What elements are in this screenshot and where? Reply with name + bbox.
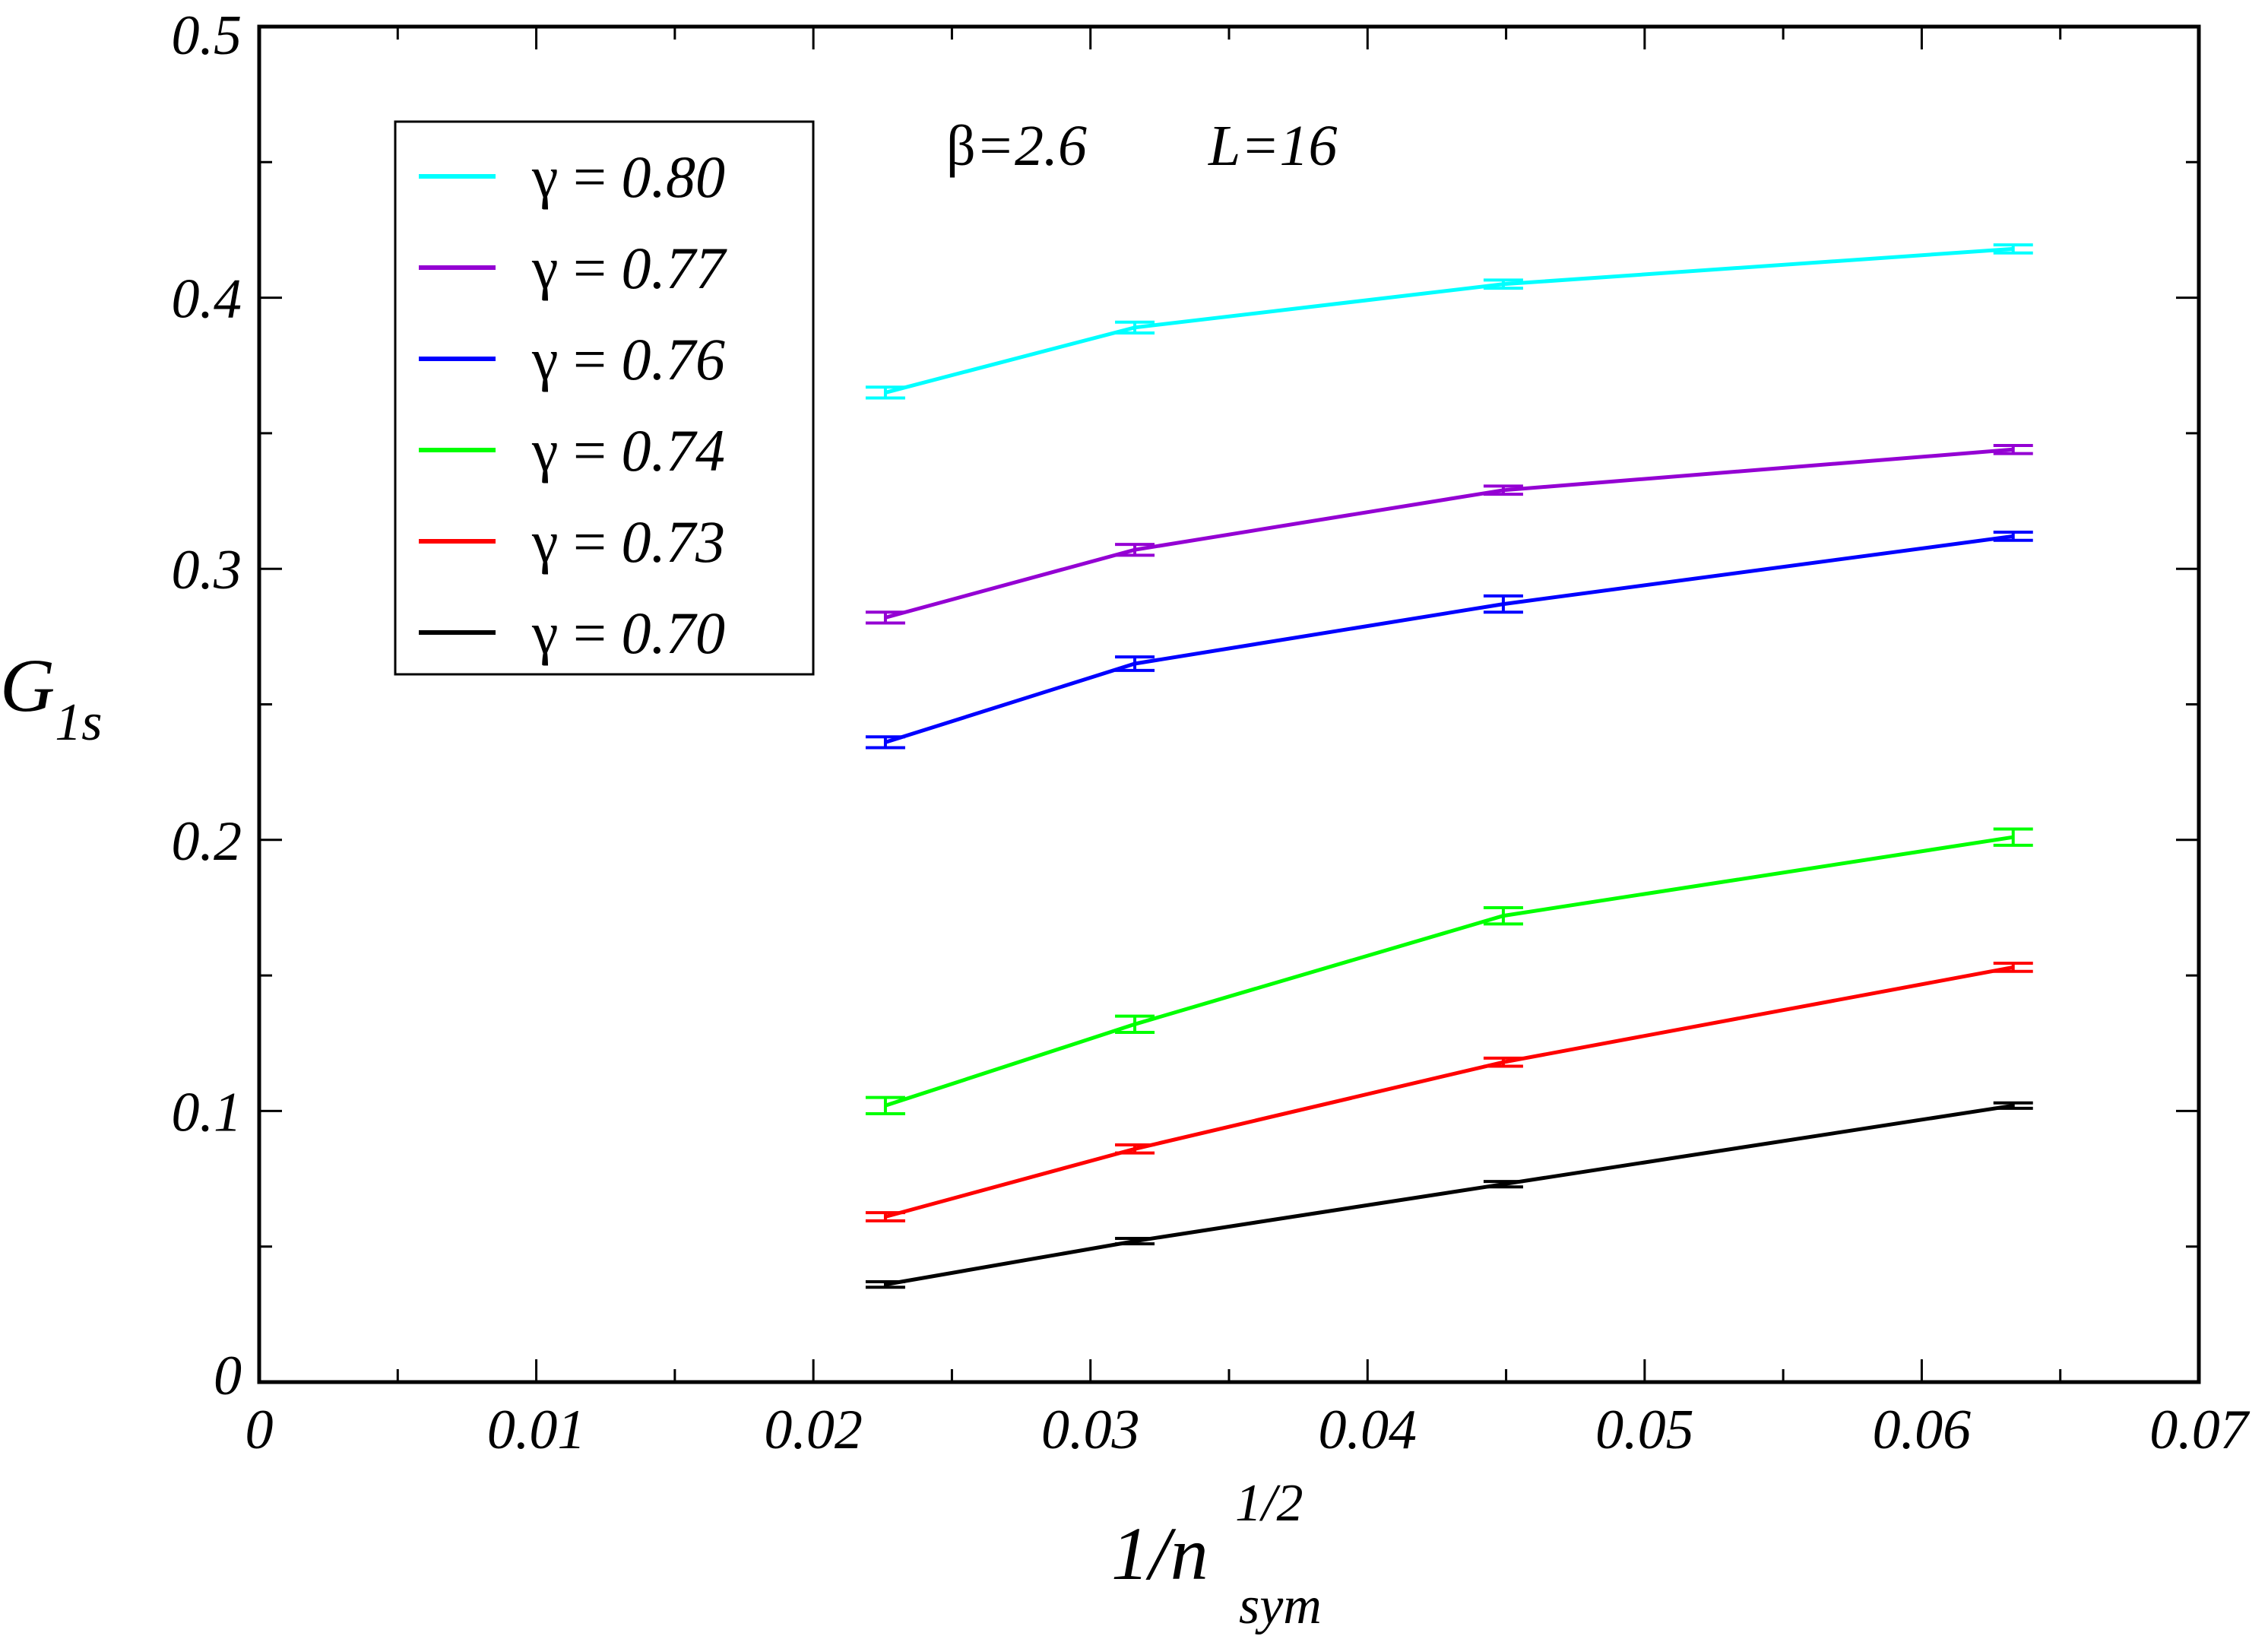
y-tick-label: 0.3 [172, 539, 242, 601]
data-point-errorbar [865, 1095, 905, 1115]
legend-item: γ = 0.70 [419, 600, 725, 666]
data-point-errorbar [1483, 278, 1523, 290]
legend-items: γ = 0.80γ = 0.77γ = 0.76γ = 0.74γ = 0.73… [419, 144, 727, 666]
series [865, 243, 2033, 400]
data-point-errorbar [1993, 443, 2033, 455]
data-point-errorbar [1993, 962, 2033, 973]
series-layer [865, 243, 2033, 1289]
data-point-errorbar [1483, 594, 1523, 614]
x-tick-label: 0.06 [1873, 1399, 1972, 1461]
legend-item: γ = 0.80 [419, 144, 725, 210]
legend-item: γ = 0.73 [419, 509, 725, 575]
legend-item: γ = 0.76 [419, 326, 725, 392]
beta-symbol: β [946, 114, 976, 178]
legend-label: γ = 0.76 [531, 326, 725, 392]
legend-value: 0.77 [621, 235, 727, 301]
legend-gamma-symbol: γ [531, 326, 573, 392]
y-tick-label: 0.1 [172, 1081, 242, 1143]
data-point-errorbar [865, 1211, 905, 1222]
data-point-errorbar [865, 385, 905, 400]
series-line [885, 1103, 2014, 1287]
legend-equals: = [573, 509, 622, 575]
legend-gamma-symbol: γ [531, 509, 573, 575]
legend-box [394, 120, 815, 676]
legend-gamma-symbol: γ [531, 417, 573, 484]
x-axis-title-subscript: sym [1239, 1577, 1322, 1635]
y-tick-label: 0.4 [172, 268, 242, 331]
series-line [885, 965, 2014, 1219]
series [865, 531, 2033, 750]
series-line [885, 447, 2013, 620]
series [865, 962, 2033, 1222]
legend: γ = 0.80γ = 0.77γ = 0.76γ = 0.74γ = 0.73… [394, 120, 815, 676]
series-line [885, 246, 2013, 395]
legend-value: 0.76 [621, 326, 725, 392]
x-tick-label: 0 [245, 1399, 274, 1461]
axis-tick-labels: 0 0.01 0.02 0.03 0.04 0.05 0.06 0.07 0 0.1 0.2 0.3 0… [172, 5, 2251, 1461]
x-axis-title-superscript: 1/2 [1235, 1474, 1303, 1533]
x-tick-label: 0.03 [1041, 1399, 1140, 1461]
y-axis-title: G1s [0, 643, 102, 752]
y-tick-label: 0.5 [172, 5, 242, 67]
series [865, 1101, 2033, 1289]
x-tick-label: 0.07 [2149, 1399, 2251, 1461]
y-tick-label: 0.2 [172, 810, 242, 873]
series-line [885, 534, 2014, 744]
data-point-errorbar [1115, 320, 1155, 334]
legend-label: γ = 0.70 [531, 600, 725, 666]
legend-value: 0.74 [621, 417, 725, 484]
legend-equals: = [573, 600, 622, 666]
x-tick-label: 0.02 [764, 1399, 863, 1461]
data-point-errorbar [1483, 1056, 1523, 1068]
data-point-errorbar [1993, 827, 2033, 847]
annotation-lattice: L=16 [1208, 114, 1338, 178]
series-line [885, 835, 2014, 1108]
data-point-errorbar [865, 610, 905, 625]
data-point-errorbar [1483, 484, 1523, 496]
data-point-errorbar [865, 1280, 905, 1289]
y-axis-title-subscript: 1s [55, 693, 102, 752]
data-point-errorbar [1115, 1014, 1155, 1034]
beta-value: =2.6 [976, 114, 1087, 178]
data-point-errorbar [1483, 1180, 1523, 1189]
legend-equals: = [573, 417, 622, 484]
legend-item: γ = 0.74 [419, 417, 725, 484]
y-tick-label: 0 [214, 1345, 242, 1407]
legend-gamma-symbol: γ [531, 600, 573, 666]
legend-item: γ = 0.77 [419, 235, 727, 301]
data-point-errorbar [1993, 243, 2033, 255]
plot-frame [257, 24, 2201, 1384]
legend-gamma-symbol: γ [531, 144, 573, 210]
data-point-errorbar [1115, 1143, 1155, 1155]
legend-label: γ = 0.80 [531, 144, 725, 210]
series [865, 443, 2033, 625]
data-point-errorbar [1115, 1237, 1155, 1246]
legend-label: γ = 0.73 [531, 509, 725, 575]
y-axis-title-main: G [0, 643, 55, 728]
x-tick-label: 0.05 [1595, 1399, 1694, 1461]
legend-equals: = [573, 235, 622, 301]
legend-equals: = [573, 144, 622, 210]
legend-value: 0.70 [621, 600, 725, 666]
legend-label: γ = 0.77 [531, 235, 727, 301]
legend-label: γ = 0.74 [531, 417, 725, 484]
legend-value: 0.73 [621, 509, 725, 575]
series [865, 827, 2033, 1115]
annotation-beta: β=2.6 [946, 114, 1087, 178]
data-point-errorbar [1993, 1101, 2033, 1110]
data-point-errorbar [1993, 531, 2033, 542]
data-point-errorbar [1483, 905, 1523, 926]
x-axis-title-main: 1/n [1111, 1511, 1208, 1596]
legend-equals: = [573, 326, 622, 392]
axis-ticks [259, 27, 2199, 1382]
legend-gamma-symbol: γ [531, 235, 573, 301]
data-point-errorbar [865, 735, 905, 750]
x-tick-label: 0.04 [1319, 1399, 1418, 1461]
data-point-errorbar [1115, 655, 1155, 672]
data-point-errorbar [1115, 543, 1155, 557]
x-tick-label: 0.01 [487, 1399, 586, 1461]
legend-value: 0.80 [621, 144, 725, 210]
